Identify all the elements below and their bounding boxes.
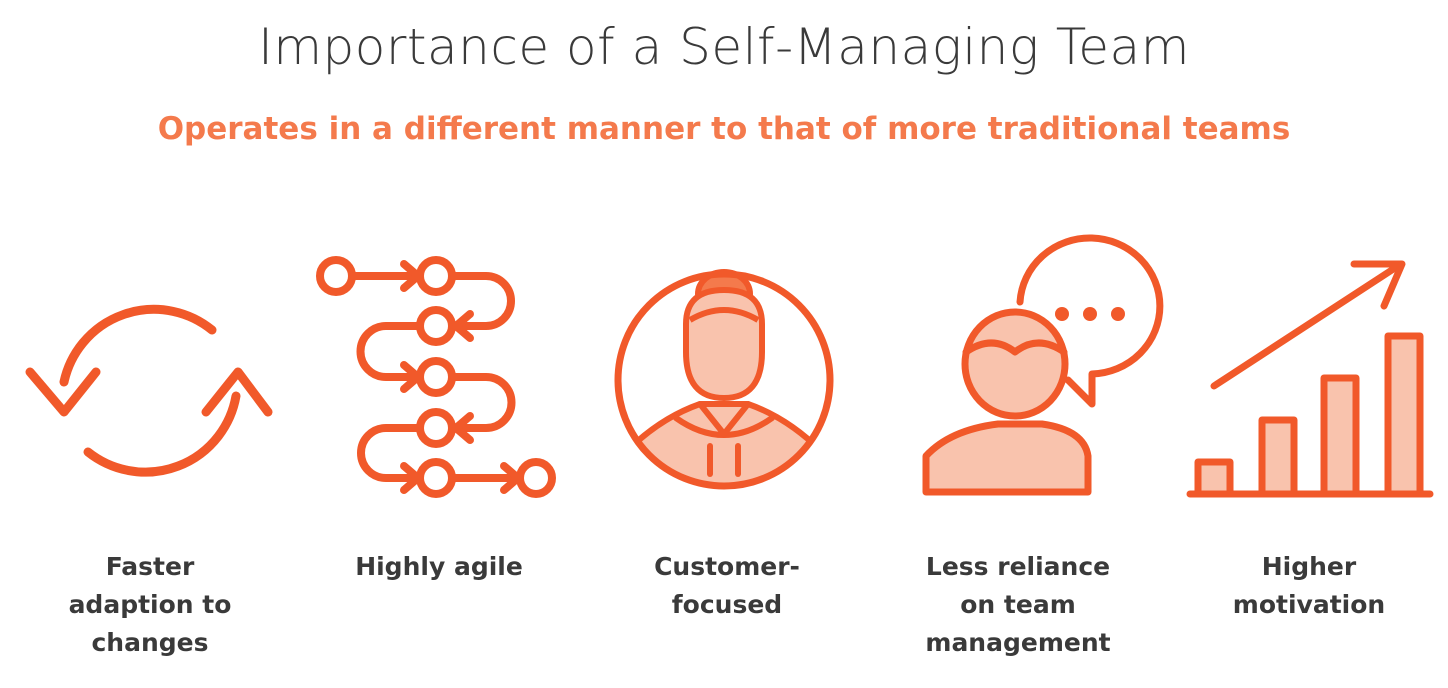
feature-label-less-reliance: Less reliance on team management: [925, 552, 1111, 657]
feature-label-highly-agile: Highly agile: [355, 552, 523, 581]
feature-label-higher-motivation: Higher motivation: [1232, 552, 1386, 619]
person-speech-bubble-icon: [922, 234, 1164, 496]
growth-chart-icon: [1186, 260, 1434, 498]
agile-flow-icon: [316, 256, 556, 498]
refresh-cycle-icon: [25, 304, 273, 477]
feature-label-customer-focused: Customer- focused: [654, 552, 800, 619]
slide-title: Importance of a Self-Managing Team: [258, 18, 1190, 76]
slide-subtitle: Operates in a different manner to that o…: [157, 111, 1291, 147]
customer-portrait-icon: [614, 269, 834, 490]
feature-label-faster-adaption: Faster adaption to changes: [68, 552, 232, 657]
